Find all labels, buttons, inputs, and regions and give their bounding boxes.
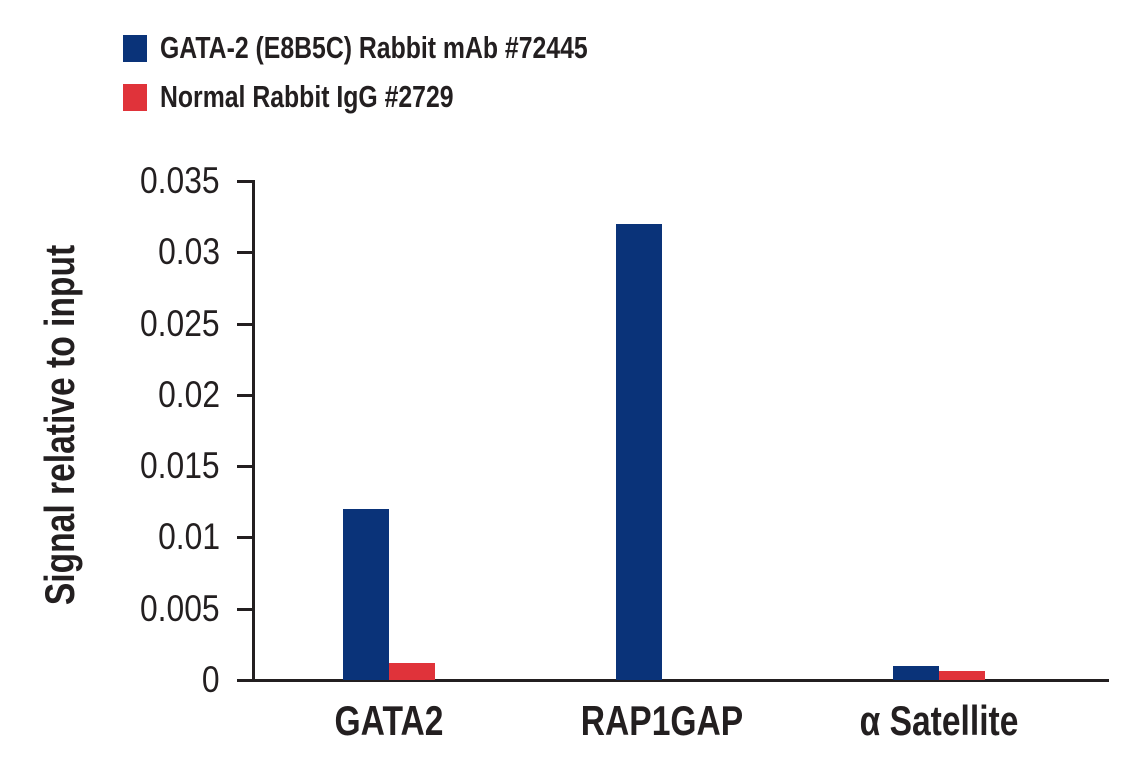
legend-item-normal-igg: Normal Rabbit IgG #2729 <box>123 79 454 114</box>
y-tick-mark <box>237 608 253 611</box>
legend-label: GATA-2 (E8B5C) Rabbit mAb #72445 <box>160 30 588 65</box>
y-tick-mark <box>237 180 253 183</box>
y-tick-mark <box>237 465 253 468</box>
bar-gata2-antibody <box>616 224 662 680</box>
y-tick-mark <box>237 394 253 397</box>
y-tick-label: 0 <box>202 659 220 700</box>
y-tick-label: 0.025 <box>140 303 220 344</box>
y-tick-mark <box>237 251 253 254</box>
y-tick-label: 0.035 <box>140 160 220 201</box>
legend-swatch-red <box>123 83 147 111</box>
bar-normal-igg <box>939 671 985 680</box>
bar-normal-igg <box>389 663 435 680</box>
y-tick-label: 0.03 <box>158 231 220 272</box>
y-tick-mark <box>237 536 253 539</box>
bar-gata2-antibody <box>343 509 389 680</box>
y-tick-label: 0.005 <box>140 588 220 629</box>
legend-label: Normal Rabbit IgG #2729 <box>160 79 454 114</box>
y-tick-label: 0.02 <box>158 374 220 415</box>
x-category-label-rap1gap: RAP1GAP <box>580 697 744 744</box>
bar-gata2-antibody <box>893 666 939 680</box>
y-axis-line <box>252 180 255 682</box>
y-tick-mark <box>237 323 253 326</box>
legend-item-gata2-antibody: GATA-2 (E8B5C) Rabbit mAb #72445 <box>123 30 588 65</box>
y-axis-label: Signal relative to input <box>36 244 83 606</box>
legend-swatch-blue <box>123 34 147 62</box>
x-axis-line <box>237 679 1109 682</box>
x-category-label-gata2: GATA2 <box>334 697 444 744</box>
y-tick-label: 0.015 <box>140 445 220 486</box>
y-tick-mark <box>237 679 253 682</box>
y-tick-label: 0.01 <box>158 516 220 557</box>
x-category-label-alpha-satellite: α Satellite <box>859 697 1019 744</box>
